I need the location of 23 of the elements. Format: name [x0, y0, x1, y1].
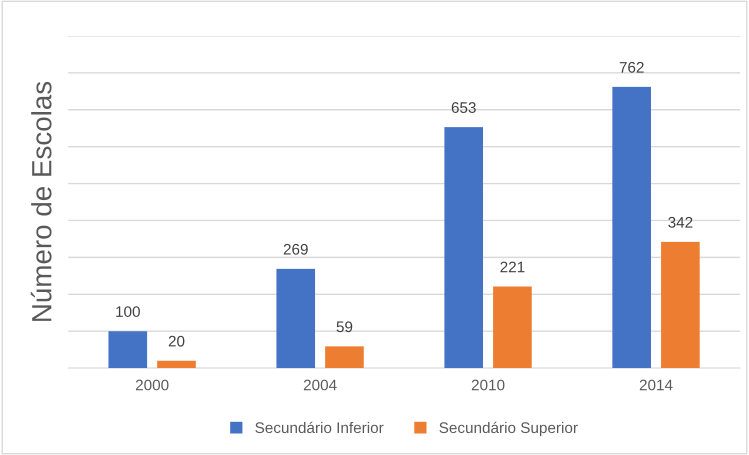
legend-label: Secundário Inferior — [255, 422, 384, 434]
x-tick-label: 2000 — [136, 380, 169, 390]
bar — [157, 360, 196, 368]
data-label: 221 — [500, 262, 524, 272]
legend-label: Secundário Superior — [439, 422, 578, 436]
data-label: 59 — [336, 321, 352, 332]
data-label: 100 — [116, 306, 140, 318]
bar — [661, 242, 700, 368]
bar — [612, 86, 651, 368]
data-label: 762 — [620, 62, 644, 73]
x-tick-label: 2010 — [472, 380, 504, 390]
data-label: 653 — [452, 102, 476, 113]
y-axis-title: Número de Escolas — [30, 82, 52, 321]
x-tick-label: 2014 — [640, 380, 673, 390]
data-label: 20 — [168, 336, 184, 347]
x-tick-label: 2004 — [304, 380, 337, 390]
bar — [276, 268, 316, 368]
bar — [325, 346, 364, 368]
bar — [108, 331, 148, 368]
data-label: 342 — [668, 216, 692, 228]
data-label: 269 — [284, 244, 308, 255]
bar — [444, 127, 484, 368]
bar — [493, 286, 532, 368]
